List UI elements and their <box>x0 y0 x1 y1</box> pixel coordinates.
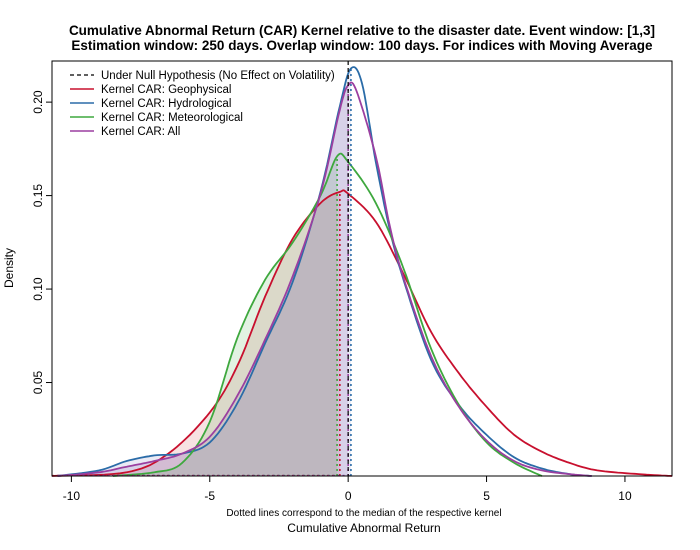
fill-area-hydrological <box>57 68 351 476</box>
x-tick-label: -10 <box>63 489 81 503</box>
legend-geophysical-label: Kernel CAR: Geophysical <box>101 84 231 96</box>
median-note: Dotted lines correspond to the median of… <box>226 508 501 519</box>
plot-area <box>51 61 673 477</box>
x-axis: -10 -5 0 5 10 <box>63 476 632 503</box>
curve-hydrological <box>57 66 592 477</box>
curve-geophysical <box>51 189 673 477</box>
fill-area-all <box>57 85 349 477</box>
median-fill-areas <box>52 68 351 477</box>
chart-title: Cumulative Abnormal Return (CAR) Kernel … <box>69 23 655 38</box>
legend-meteorological-label: Kernel CAR: Meteorological <box>101 112 243 124</box>
y-tick-label: 0.20 <box>31 90 45 114</box>
x-tick-label: 0 <box>345 489 352 503</box>
x-tick-label: -5 <box>204 489 215 503</box>
x-tick-label: 10 <box>618 489 632 503</box>
legend-hydrological-label: Kernel CAR: Hydrological <box>101 98 231 110</box>
fill-area-geophysical <box>52 191 340 476</box>
chart-subtitle: Estimation window: 250 days. Overlap win… <box>71 38 653 53</box>
y-tick-label: 0.15 <box>31 184 45 208</box>
legend-null-label: Under Null Hypothesis (No Effect on Vola… <box>101 70 335 82</box>
y-axis-label: Density <box>2 248 16 288</box>
legend-all-label: Kernel CAR: All <box>101 126 180 138</box>
plot-frame <box>51 60 673 477</box>
x-axis-label: Cumulative Abnormal Return <box>287 521 440 535</box>
legend: Under Null Hypothesis (No Effect on Vola… <box>70 70 335 138</box>
x-tick-label: 5 <box>483 489 490 503</box>
fill-area-meteorological <box>112 156 338 477</box>
y-tick-label: 0.05 <box>31 370 45 394</box>
y-axis: 0.05 0.10 0.15 0.20 <box>31 90 52 394</box>
y-tick-label: 0.10 <box>31 277 45 301</box>
